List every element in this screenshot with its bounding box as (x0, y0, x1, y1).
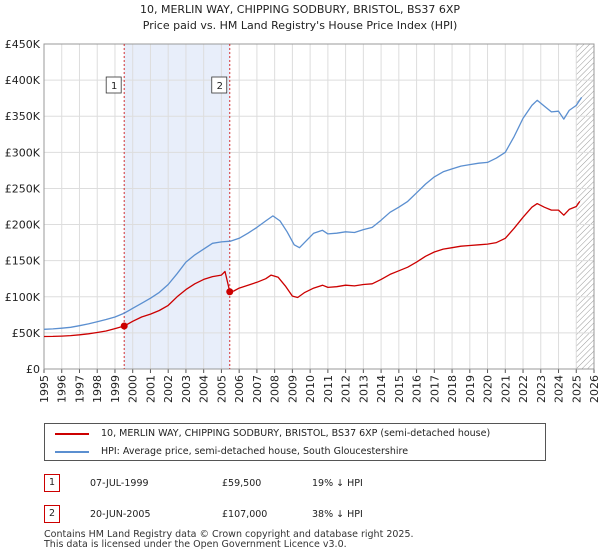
footer-attribution: Contains HM Land Registry data © Crown c… (44, 530, 414, 550)
legend: 10, MERLIN WAY, CHIPPING SODBURY, BRISTO… (44, 423, 546, 461)
x-tick-label: 2007 (251, 375, 264, 403)
x-tick-label: 1998 (91, 375, 104, 403)
x-tick-label: 2020 (482, 375, 495, 403)
x-tick-label: 2023 (535, 375, 548, 403)
x-tick-label: 2011 (322, 375, 335, 403)
x-tick-label: 2012 (340, 375, 353, 403)
x-tick-label: 2018 (446, 375, 459, 403)
chart-subtitle: Price paid vs. HM Land Registry's House … (143, 19, 458, 32)
x-tick-label: 2005 (215, 375, 228, 403)
chart-title: 10, MERLIN WAY, CHIPPING SODBURY, BRISTO… (140, 3, 460, 16)
x-tick-label: 1999 (109, 375, 122, 403)
x-tick-label: 1997 (73, 375, 86, 403)
x-tick-label: 2006 (233, 375, 246, 403)
transaction-date: 20-JUN-2005 (90, 509, 151, 520)
transaction-row: 2 20-JUN-2005 £107,000 38% ↓ HPI (0, 505, 600, 525)
transaction-hpi-diff: 19% ↓ HPI (312, 478, 363, 489)
sale-badge (211, 76, 228, 94)
x-tick-label: 2008 (269, 375, 282, 403)
x-tick-label: 2000 (127, 375, 140, 403)
sale-badge-label: 1 (111, 81, 117, 92)
y-tick-label: £400K (5, 74, 41, 87)
footer-line-1: Contains HM Land Registry data © Crown c… (44, 529, 414, 540)
shaded-ownership-period (124, 44, 230, 369)
x-tick-label: 1996 (56, 375, 69, 403)
y-tick-label: £300K (5, 146, 41, 159)
legend-swatch-hpi (55, 451, 89, 453)
x-tick-label: 2009 (286, 375, 299, 403)
series-line-hpi (43, 97, 583, 330)
x-tick-label: 2019 (464, 375, 477, 403)
sale-point (226, 288, 234, 296)
transaction-number-badge: 1 (44, 474, 60, 492)
x-tick-label: 2001 (144, 375, 157, 403)
sale-point (120, 322, 128, 330)
x-tick-label: 2026 (588, 375, 600, 403)
transaction-number-badge: 2 (44, 505, 60, 523)
series-line-property (43, 201, 581, 338)
footer-line-2: This data is licensed under the Open Gov… (44, 539, 347, 550)
x-tick-label: 2024 (553, 375, 566, 403)
y-tick-label: £150K (5, 255, 41, 268)
sale-badge-label: 2 (217, 81, 223, 92)
price-chart: 10, MERLIN WAY, CHIPPING SODBURY, BRISTO… (5, 3, 600, 403)
legend-label-property: 10, MERLIN WAY, CHIPPING SODBURY, BRISTO… (101, 428, 491, 439)
x-tick-label: 2010 (304, 375, 317, 403)
y-tick-label: £0 (26, 363, 40, 376)
transaction-hpi-diff: 38% ↓ HPI (312, 509, 363, 520)
y-tick-label: £50K (12, 327, 41, 340)
transaction-price: £107,000 (222, 509, 268, 520)
x-tick-label: 2022 (517, 375, 530, 403)
x-tick-label: 1995 (38, 375, 51, 403)
x-tick-label: 2003 (180, 375, 193, 403)
y-tick-label: £450K (5, 38, 41, 51)
forecast-hatch (576, 44, 594, 369)
transaction-price: £59,500 (222, 478, 262, 489)
y-tick-label: £250K (5, 182, 41, 195)
legend-swatch-property (55, 433, 89, 435)
x-tick-label: 2016 (411, 375, 424, 403)
x-tick-label: 2015 (393, 375, 406, 403)
x-tick-label: 2004 (198, 375, 211, 403)
x-tick-label: 2017 (428, 375, 441, 403)
x-tick-label: 2013 (357, 375, 370, 403)
x-tick-label: 2002 (162, 375, 175, 403)
plot-border (43, 43, 595, 370)
y-tick-label: £100K (5, 291, 41, 304)
transaction-date: 07-JUL-1999 (90, 478, 149, 489)
x-tick-label: 2025 (570, 375, 583, 403)
transaction-row: 1 07-JUL-1999 £59,500 19% ↓ HPI (0, 474, 600, 494)
y-tick-label: £200K (5, 219, 41, 232)
y-tick-label: £350K (5, 110, 41, 123)
legend-label-hpi: HPI: Average price, semi-detached house,… (101, 446, 409, 457)
x-tick-label: 2014 (375, 375, 388, 403)
sale-badge (105, 76, 122, 94)
x-tick-label: 2021 (499, 375, 512, 403)
